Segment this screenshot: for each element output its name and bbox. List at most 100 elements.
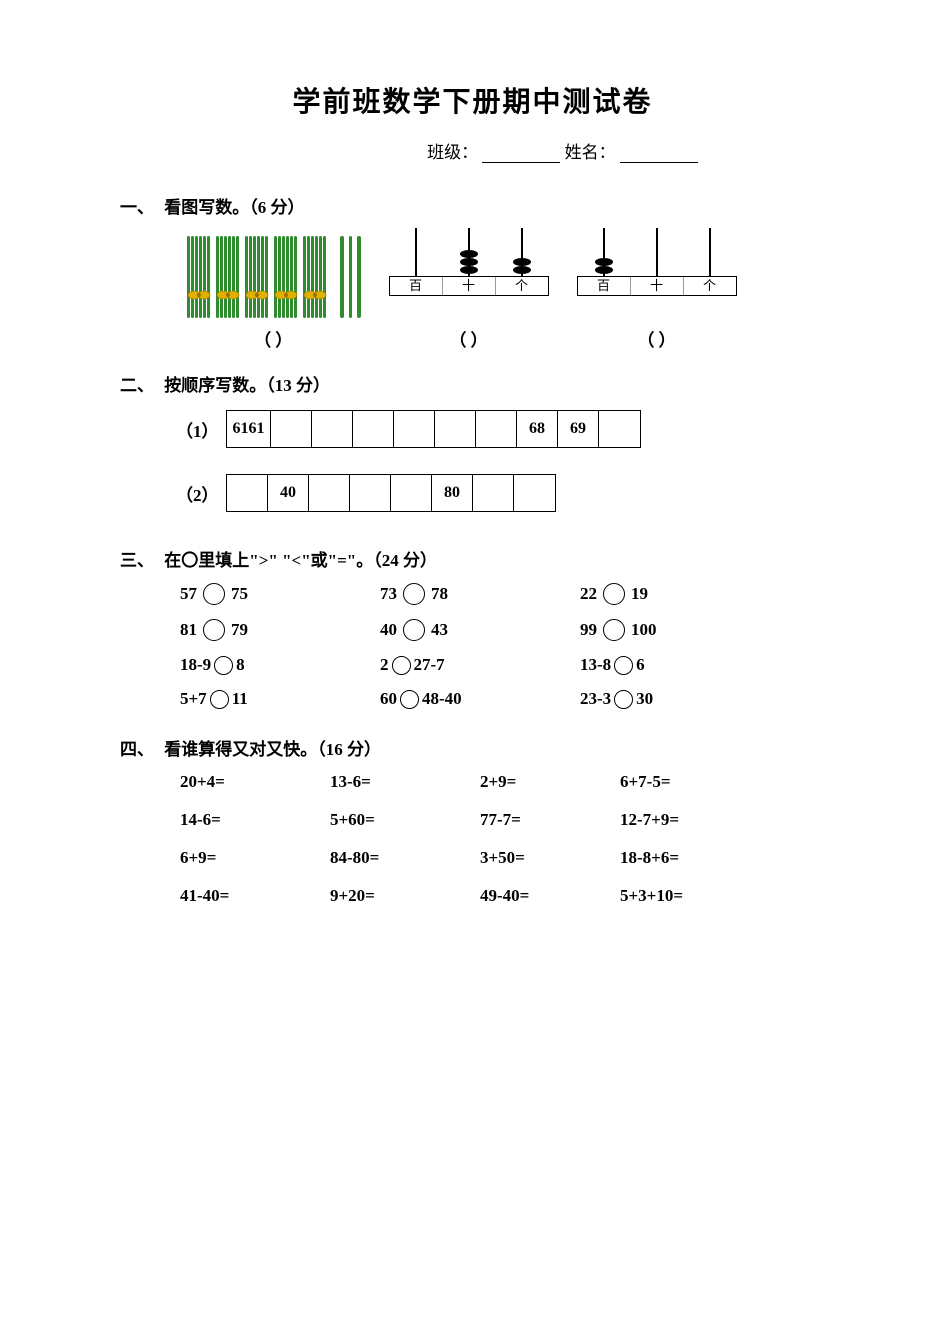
- section-3-heading: 三、 在〇里填上">" "<"或"="。（24 分）: [120, 546, 825, 571]
- seq-box-blank[interactable]: [309, 475, 350, 511]
- calc-item[interactable]: 20+4=: [180, 772, 330, 792]
- comparison-circle[interactable]: [203, 619, 225, 641]
- calc-item[interactable]: 2+9=: [480, 772, 620, 792]
- abacus-rod: [656, 228, 659, 276]
- comparison-item: 2 27-7: [380, 655, 580, 675]
- calc-item[interactable]: 41-40=: [180, 886, 330, 906]
- cmp-left: 60: [380, 689, 397, 709]
- comparison-item: 2219: [580, 583, 780, 605]
- comparison-circle[interactable]: [203, 583, 225, 605]
- abacus-2-answer-paren[interactable]: （ ）: [577, 326, 737, 351]
- cmp-right: 6: [636, 655, 645, 675]
- comparison-circle[interactable]: [214, 656, 233, 675]
- calc-item[interactable]: 14-6=: [180, 810, 330, 830]
- cmp-left: 5+7: [180, 689, 207, 709]
- calc-item[interactable]: 9+20=: [330, 886, 480, 906]
- cmp-left: 18-9: [180, 655, 211, 675]
- seq-box-filled: 80: [432, 475, 473, 511]
- calc-item[interactable]: 84-80=: [330, 848, 480, 868]
- calc-item[interactable]: 77-7=: [480, 810, 620, 830]
- abacus-bead: [460, 258, 478, 266]
- seq-box-blank[interactable]: [271, 411, 312, 447]
- student-info: 班级： 姓名：: [120, 138, 825, 163]
- comparison-circle[interactable]: [603, 583, 625, 605]
- seq-box-blank[interactable]: [350, 475, 391, 511]
- seq-box-blank[interactable]: [599, 411, 640, 447]
- seq-box-blank[interactable]: [391, 475, 432, 511]
- stick-bundle: [302, 236, 328, 318]
- cmp-left: 2: [380, 655, 389, 675]
- cmp-right: 75: [231, 584, 248, 604]
- cmp-right: 11: [232, 689, 248, 709]
- calc-item[interactable]: 3+50=: [480, 848, 620, 868]
- comparison-circle[interactable]: [403, 619, 425, 641]
- calculation-grid: 20+4=13-6=2+9=6+7-5= 14-6=5+60=77-7=12-7+…: [180, 772, 825, 906]
- seq-box-blank[interactable]: [353, 411, 394, 447]
- comparison-circle[interactable]: [603, 619, 625, 641]
- comparison-item: 60 48-40: [380, 689, 580, 709]
- abacus-label: 十: [631, 277, 684, 295]
- single-stick: [340, 236, 344, 318]
- cmp-left: 23-3: [580, 689, 611, 709]
- comparison-circle[interactable]: [400, 690, 419, 709]
- seq-box-filled: 40: [268, 475, 309, 511]
- abacus-label: 百: [578, 277, 631, 295]
- seq-box-blank[interactable]: [435, 411, 476, 447]
- seq-box-blank[interactable]: [227, 475, 268, 511]
- comparison-circle[interactable]: [210, 690, 229, 709]
- calc-item[interactable]: 6+7-5=: [620, 772, 770, 792]
- abacus-1-answer-paren[interactable]: （ ）: [389, 326, 549, 351]
- single-stick: [357, 236, 361, 318]
- seq-box-blank[interactable]: [473, 475, 514, 511]
- abacus-bead: [513, 258, 531, 266]
- comparison-circle[interactable]: [403, 583, 425, 605]
- cmp-right: 48-40: [422, 689, 462, 709]
- sticks-answer-paren[interactable]: （ ）: [186, 326, 361, 351]
- section-2-heading: 二、 按顺序写数。（13 分）: [120, 371, 825, 396]
- section-1-images: （ ） 百十个 （ ） 百十个 （ ）: [186, 230, 825, 351]
- comparison-circle[interactable]: [614, 656, 633, 675]
- abacus-label: 十: [443, 277, 496, 295]
- section-4-title: 看谁算得又对又快。（16 分）: [164, 740, 381, 759]
- calc-item[interactable]: 49-40=: [480, 886, 620, 906]
- section-3-num: 三、: [120, 546, 160, 571]
- calc-item[interactable]: 5+60=: [330, 810, 480, 830]
- seq-box-blank[interactable]: [476, 411, 517, 447]
- cmp-right: 78: [431, 584, 448, 604]
- abacus-bead: [460, 266, 478, 274]
- abacus-label: 个: [684, 277, 736, 295]
- class-label: 班级：: [427, 143, 478, 162]
- seq-box-blank[interactable]: [394, 411, 435, 447]
- comparison-circle[interactable]: [614, 690, 633, 709]
- abacus-base: 百十个: [577, 276, 737, 296]
- comparison-grid: 577573782219817940439910018-98227-713-86…: [180, 583, 825, 709]
- cmp-right: 100: [631, 620, 657, 640]
- cmp-right: 27-7: [414, 655, 445, 675]
- name-blank[interactable]: [620, 162, 698, 163]
- abacus-bead: [460, 250, 478, 258]
- sequence-row-2: （2） 4080: [176, 474, 825, 512]
- comparison-item: 5+7 11: [180, 689, 380, 709]
- cmp-left: 22: [580, 584, 597, 604]
- calc-item[interactable]: 12-7+9=: [620, 810, 770, 830]
- comparison-item: 13-86: [580, 655, 780, 675]
- name-label: 姓名：: [565, 143, 616, 162]
- section-2-title: 按顺序写数。（13 分）: [164, 376, 330, 395]
- comparison-circle[interactable]: [392, 656, 411, 675]
- calc-item[interactable]: 18-8+6=: [620, 848, 770, 868]
- class-blank[interactable]: [482, 162, 560, 163]
- calc-item[interactable]: 5+3+10=: [620, 886, 770, 906]
- section-1-num: 一、: [120, 193, 160, 218]
- comparison-item: 23-330: [580, 689, 780, 709]
- sequence-row-1: （1） 61616869: [176, 410, 825, 448]
- comparison-item: 18-98: [180, 655, 380, 675]
- calc-item[interactable]: 13-6=: [330, 772, 480, 792]
- seq-box-blank[interactable]: [514, 475, 555, 511]
- abacus-base: 百十个: [389, 276, 549, 296]
- calc-item[interactable]: 6+9=: [180, 848, 330, 868]
- abacus-label: 百: [390, 277, 443, 295]
- stick-bundle: [215, 236, 241, 318]
- section-4-num: 四、: [120, 735, 160, 760]
- seq-box-blank[interactable]: [312, 411, 353, 447]
- section-1-heading: 一、 看图写数。（6 分）: [120, 193, 825, 218]
